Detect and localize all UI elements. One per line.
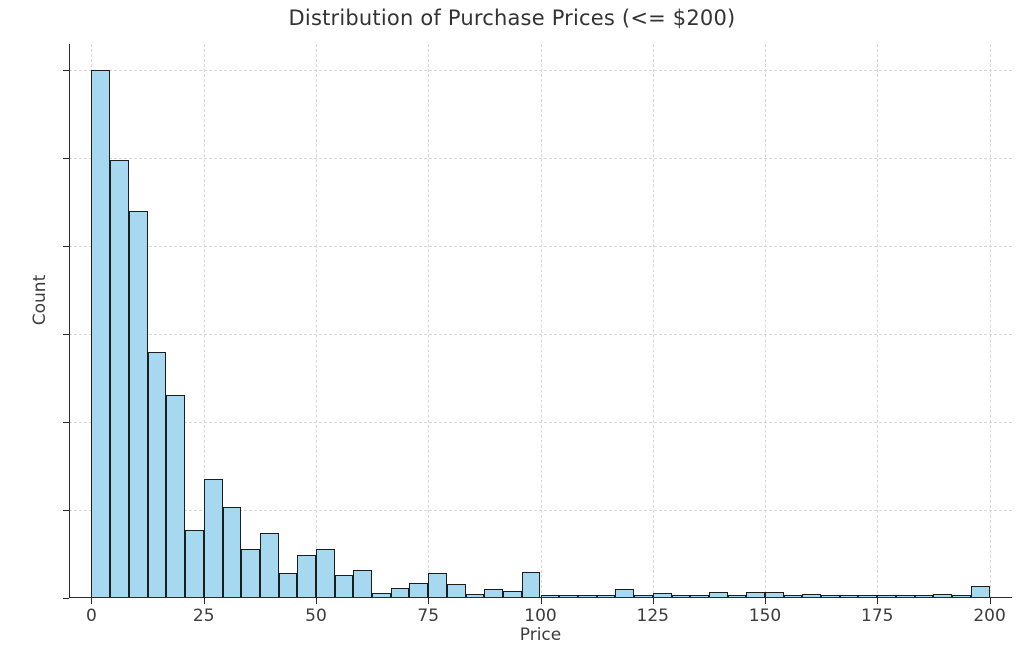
x-tick-mark: [91, 598, 93, 604]
y-tick-mark: [63, 422, 69, 424]
x-tick-mark: [203, 598, 205, 604]
x-tick-label: 100: [524, 606, 557, 626]
x-tick-label: 25: [192, 606, 215, 626]
y-axis-label: Count: [30, 274, 50, 326]
histogram-bars: [69, 44, 1012, 598]
y-tick-mark: [63, 598, 69, 599]
x-tick-mark: [877, 598, 879, 604]
x-tick-label: 150: [748, 606, 782, 626]
plot-area: 0100200300400500600025507510012515017520…: [63, 44, 1012, 626]
gridline-vertical: [877, 44, 879, 598]
x-tick-mark: [652, 598, 654, 604]
gridline-vertical: [765, 44, 767, 598]
y-axis-spine: [69, 44, 70, 598]
y-tick-mark: [63, 246, 69, 248]
x-tick-mark: [765, 598, 767, 604]
x-axis-label: Price: [519, 625, 562, 645]
y-tick-mark: [63, 510, 69, 512]
gridline-vertical: [428, 44, 430, 598]
y-tick-mark: [63, 70, 69, 72]
x-tick-label: 125: [636, 606, 669, 626]
gridline-vertical: [315, 44, 317, 598]
gridline-vertical: [989, 44, 991, 598]
x-tick-label: 175: [861, 606, 894, 626]
gridline-vertical: [203, 44, 205, 598]
chart-title: Distribution of Purchase Prices (<= $200…: [288, 6, 736, 30]
x-tick-mark: [540, 598, 542, 604]
y-tick-mark: [63, 334, 69, 336]
x-tick-mark: [989, 598, 991, 604]
y-tick-mark: [63, 158, 69, 160]
x-tick-label: 50: [305, 606, 327, 626]
gridline-vertical: [540, 44, 542, 598]
axis-layer: 0100200300400500600025507510012515017520…: [63, 44, 1012, 626]
x-tick-label: 0: [86, 606, 97, 626]
x-tick-mark: [428, 598, 430, 604]
x-tick-label: 200: [973, 606, 1006, 626]
gridline-vertical: [652, 44, 654, 598]
x-tick-mark: [315, 598, 317, 604]
x-tick-label: 75: [417, 606, 440, 626]
x-axis-spine: [69, 597, 1012, 598]
